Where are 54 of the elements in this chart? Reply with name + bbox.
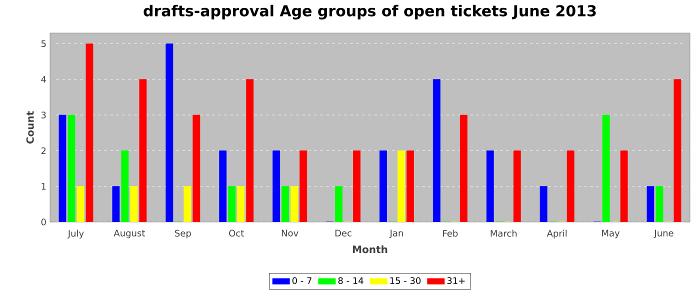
bar	[86, 44, 94, 222]
y-tick-label: 2	[41, 147, 46, 154]
bar	[656, 186, 664, 222]
legend-label: 15 - 30	[390, 277, 421, 284]
x-tick-label: Jan	[389, 230, 403, 238]
bar	[353, 150, 360, 222]
x-tick-label: Nov	[282, 230, 298, 236]
y-tick-label: 4	[41, 76, 46, 83]
x-tick-label: May	[602, 230, 620, 238]
bar	[620, 150, 628, 222]
bar	[406, 150, 414, 222]
bar	[192, 114, 200, 222]
bar	[566, 150, 574, 222]
bar	[121, 150, 129, 222]
x-tick-label: April	[546, 230, 567, 239]
y-axis-title: Count	[26, 111, 34, 144]
y-tick-label: 3	[41, 112, 46, 118]
bar	[486, 150, 494, 222]
x-tick-label: August	[114, 230, 145, 238]
y-tick-label: 5	[41, 40, 46, 48]
y-tick-label: 0	[41, 218, 46, 226]
x-tick-label: Sep	[175, 230, 191, 238]
bar	[68, 114, 76, 222]
legend-label: 8 - 14	[338, 277, 364, 284]
bar	[272, 150, 280, 222]
bar	[246, 79, 254, 222]
bar	[513, 150, 521, 222]
x-tick-label: Feb	[443, 230, 458, 237]
bar	[380, 150, 387, 222]
chart-title: drafts-approval Age groups of open tickets June 2013	[144, 4, 596, 20]
bar	[166, 44, 174, 222]
bar	[335, 186, 342, 222]
x-tick-label: July	[67, 230, 84, 239]
bar	[58, 114, 66, 222]
x-axis-title: Month	[353, 245, 388, 254]
bar	[219, 150, 227, 222]
y-tick-label: 1	[42, 183, 46, 190]
bar	[602, 114, 610, 222]
bar	[646, 186, 654, 222]
x-tick-label: March	[490, 230, 517, 237]
legend-label: 31+	[447, 277, 465, 284]
bar	[432, 79, 440, 222]
legend-label: 0 - 7	[292, 277, 312, 284]
bar	[282, 186, 290, 222]
x-tick-label: Oct	[229, 230, 244, 237]
bar	[112, 186, 120, 222]
bar	[540, 186, 548, 222]
bar	[674, 79, 682, 222]
bar	[300, 150, 308, 222]
bar	[139, 79, 147, 222]
x-tick-label: June	[654, 230, 674, 238]
x-tick-label: Dec	[335, 230, 352, 236]
bar	[228, 186, 236, 222]
bar	[460, 114, 468, 222]
